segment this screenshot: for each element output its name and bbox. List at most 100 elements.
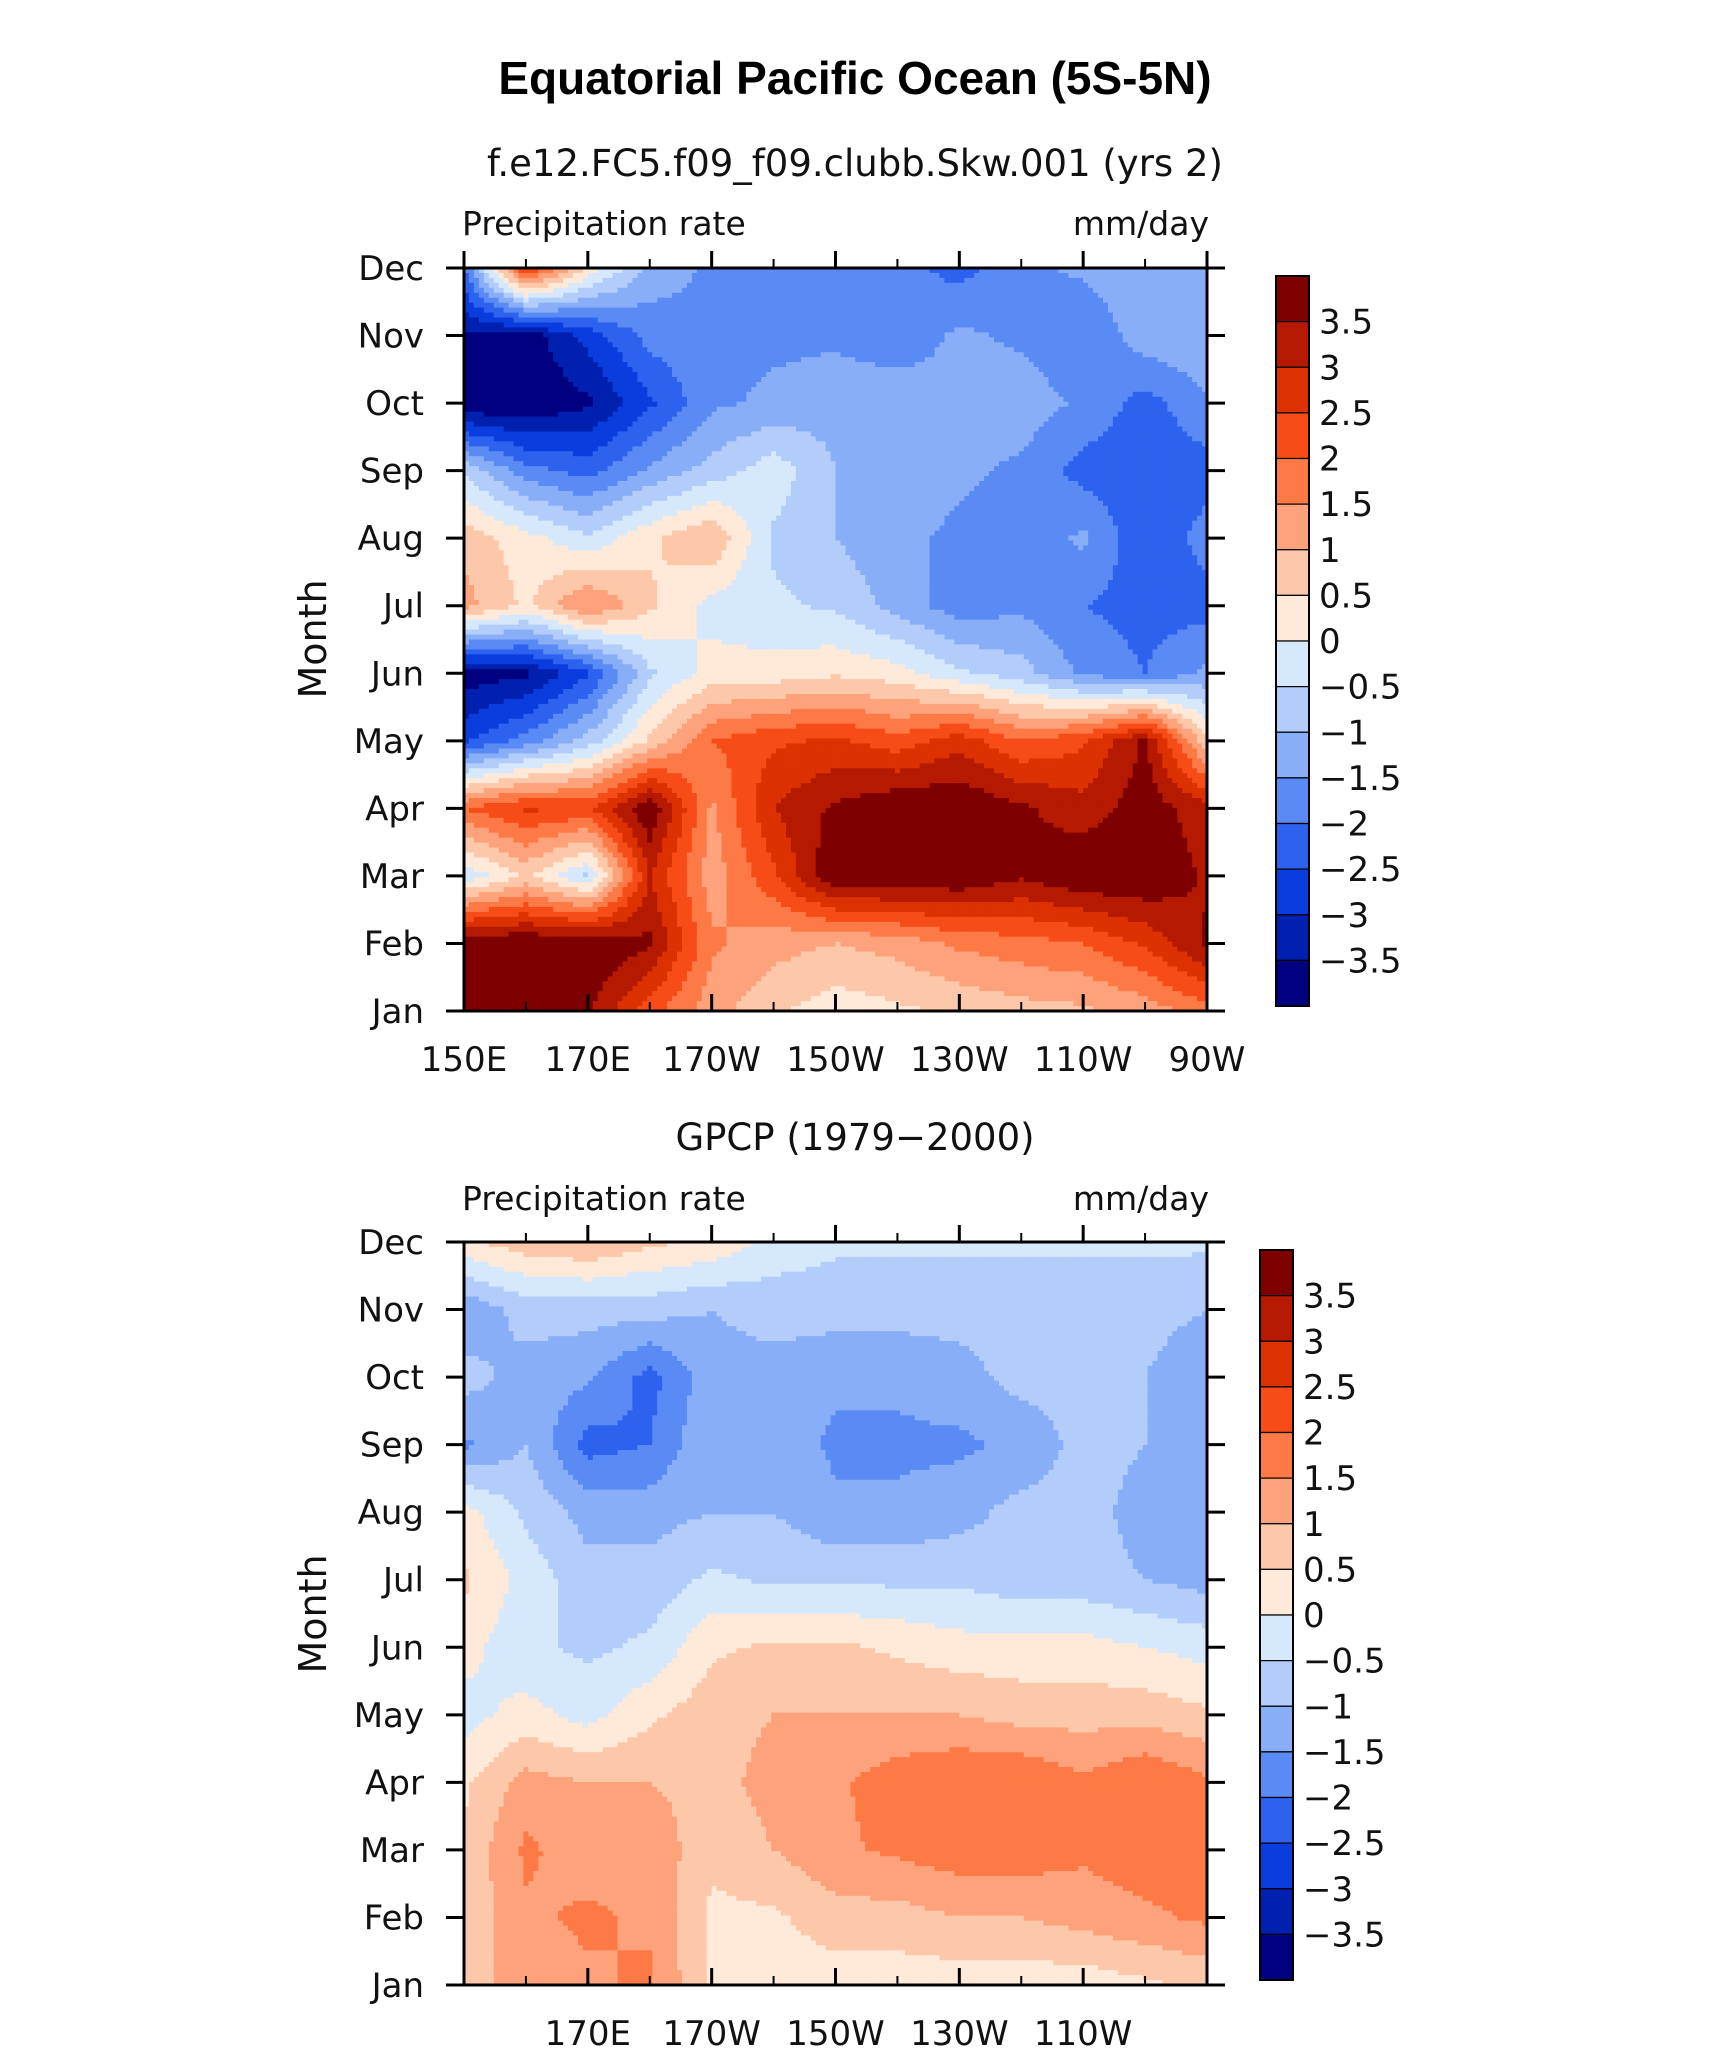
field-cell <box>667 318 673 324</box>
field-cell <box>1138 288 1144 294</box>
field-cell <box>484 278 490 284</box>
field-cell <box>623 308 629 314</box>
field-cell <box>836 422 842 428</box>
field-cell <box>1103 427 1109 433</box>
field-cell <box>1063 417 1069 423</box>
field-cell <box>652 283 658 289</box>
field-cell <box>821 313 827 319</box>
field-cell <box>474 308 480 314</box>
field-cell <box>756 327 762 333</box>
field-cell <box>885 273 891 279</box>
field-cell <box>1192 387 1198 393</box>
field-cell <box>1177 332 1183 338</box>
field-cell <box>727 298 733 304</box>
field-cell <box>558 377 564 383</box>
field-cell <box>642 298 648 304</box>
field-cell <box>568 372 574 378</box>
field-cell <box>935 357 941 363</box>
field-cell <box>499 402 505 408</box>
field-cell <box>489 397 495 403</box>
field-cell <box>702 407 708 413</box>
field-cell <box>578 352 584 358</box>
field-cell <box>1093 332 1099 338</box>
field-cell <box>489 347 495 353</box>
field-cell <box>1034 382 1040 388</box>
field-cell <box>1157 417 1163 423</box>
field-cell <box>479 417 485 423</box>
field-cell <box>1128 357 1134 363</box>
field-cell <box>821 352 827 358</box>
field-cell <box>499 427 505 433</box>
field-cell <box>632 382 638 388</box>
field-cell <box>1153 422 1159 428</box>
field-cell <box>474 303 480 309</box>
field-cell <box>499 357 505 363</box>
field-cell <box>756 402 762 408</box>
field-cell <box>969 347 975 353</box>
field-cell <box>509 382 515 388</box>
field-cell <box>1098 322 1104 328</box>
field-cell <box>791 422 797 428</box>
field-cell <box>826 382 832 388</box>
field-cell <box>1192 332 1198 338</box>
field-cell <box>588 402 594 408</box>
field-cell <box>1039 377 1045 383</box>
field-cell <box>796 342 802 348</box>
field-cell <box>736 273 742 279</box>
field-cell <box>697 412 703 418</box>
field-cell <box>528 372 534 378</box>
field-cell <box>1098 382 1104 388</box>
field-cell <box>632 397 638 403</box>
field-cell <box>1004 332 1010 338</box>
field-cell <box>801 318 807 324</box>
field-cell <box>1019 337 1025 343</box>
field-cell <box>845 318 851 324</box>
field-cell <box>647 298 653 304</box>
field-cell <box>1083 352 1089 358</box>
field-cell <box>1019 382 1025 388</box>
field-cell <box>1157 352 1163 358</box>
field-cell <box>484 273 490 279</box>
field-cell <box>930 422 936 428</box>
field-cell <box>514 392 520 398</box>
field-cell <box>518 422 524 428</box>
field-cell <box>969 367 975 373</box>
field-cell <box>1148 308 1154 314</box>
field-cell <box>806 372 812 378</box>
field-cell <box>994 417 1000 423</box>
field-cell <box>672 298 678 304</box>
field-cell <box>533 332 539 338</box>
field-cell <box>1083 347 1089 353</box>
field-cell <box>1063 367 1069 373</box>
field-cell <box>1044 392 1050 398</box>
field-cell <box>1143 298 1149 304</box>
field-cell <box>1039 283 1045 289</box>
field-cell <box>1108 273 1114 279</box>
field-cell <box>786 347 792 353</box>
field-cell <box>712 382 718 388</box>
field-cell <box>1167 327 1173 333</box>
field-cell <box>528 288 534 294</box>
field-cell <box>731 278 737 284</box>
field-cell <box>1148 427 1154 433</box>
field-cell <box>1034 352 1040 358</box>
field-cell <box>1024 352 1030 358</box>
field-cell <box>731 392 737 398</box>
field-cell <box>623 342 629 348</box>
field-cell <box>1009 327 1015 333</box>
field-cell <box>603 273 609 279</box>
field-cell <box>1019 392 1025 398</box>
field-cell <box>1113 347 1119 353</box>
field-cell <box>895 402 901 408</box>
field-cell <box>548 357 554 363</box>
field-cell <box>578 407 584 413</box>
field-cell <box>1024 377 1030 383</box>
field-cell <box>1138 273 1144 279</box>
field-cell <box>811 362 817 368</box>
field-cell <box>1118 322 1124 328</box>
field-cell <box>731 283 737 289</box>
field-cell <box>1182 402 1188 408</box>
field-cell <box>598 431 604 437</box>
field-cell <box>806 342 812 348</box>
field-cell <box>1103 367 1109 373</box>
